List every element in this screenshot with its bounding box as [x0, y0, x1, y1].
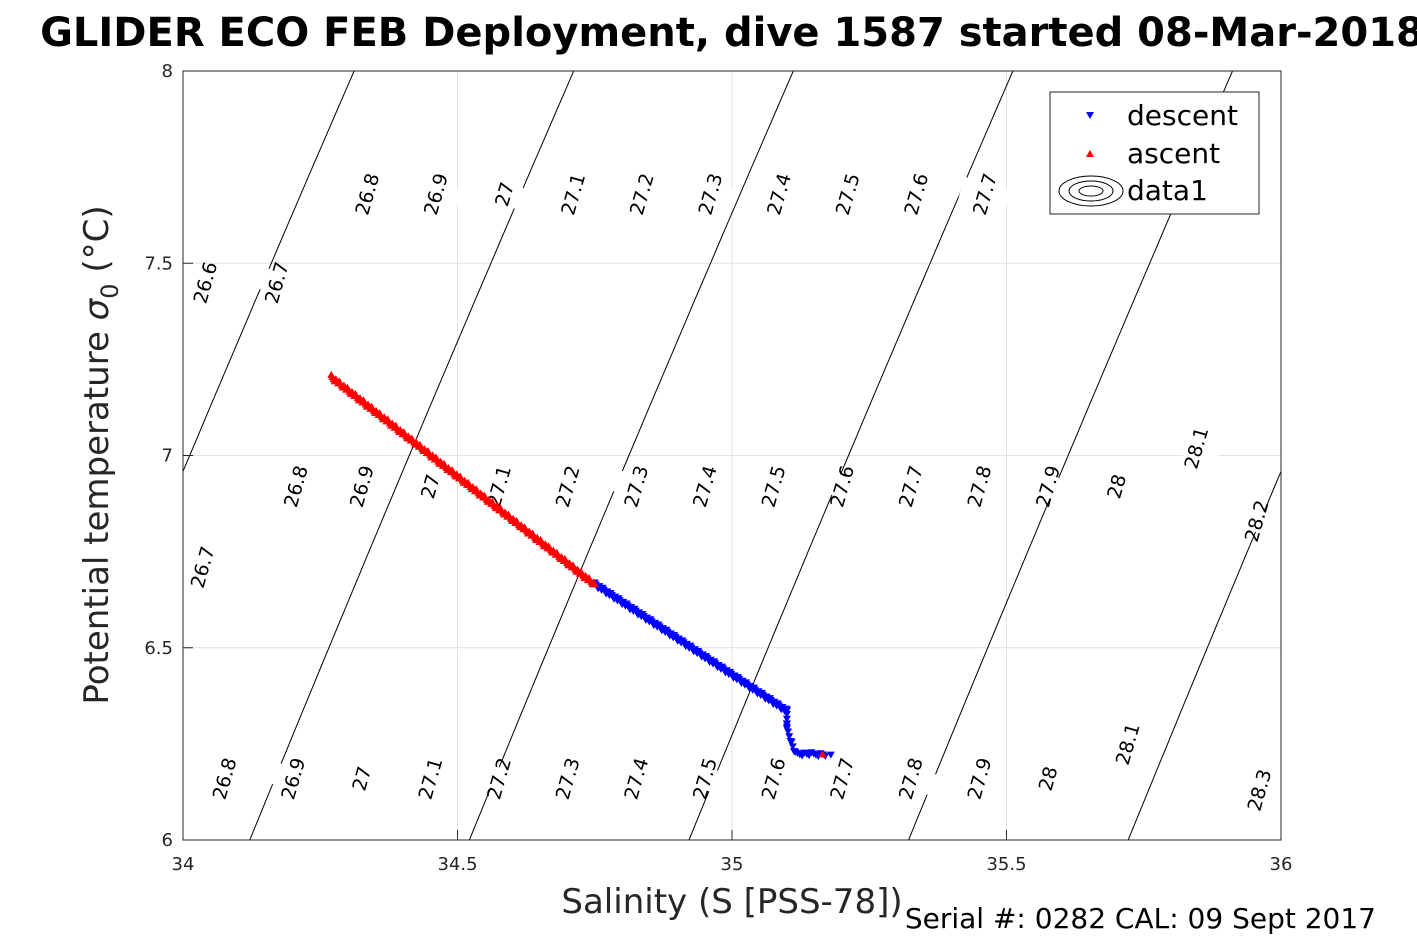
- isopycnal-label-backdrop: [884, 469, 937, 504]
- isopycnal-label-backdrop: [478, 176, 531, 212]
- legend-contour-icon: [1058, 175, 1124, 207]
- isopycnal-line: [1127, 470, 1281, 840]
- isopycnal-label-backdrop: [747, 469, 800, 504]
- legend-box: [1049, 91, 1260, 215]
- data-markers: [327, 370, 835, 761]
- isopycnal-label-backdrop: [472, 469, 525, 504]
- y-axis-label-sigma: σ: [77, 297, 117, 320]
- isopycnal-label-backdrop: [546, 176, 599, 212]
- isopycnal-label-backdrop: [815, 761, 868, 796]
- isopycnal-label-backdrop: [335, 469, 388, 504]
- isopycnal-label-backdrop: [752, 176, 805, 212]
- isopycnal-label-backdrop: [409, 176, 462, 212]
- descent-marker: [782, 706, 791, 714]
- isopycnal-label-backdrop: [889, 176, 943, 212]
- y-tick-label: 6.5: [144, 638, 173, 659]
- isopycnal-label-backdrop: [472, 761, 525, 796]
- y-tick-label: 7: [162, 446, 173, 467]
- isopycnal-label-backdrop: [541, 469, 594, 504]
- isopycnal-label-backdrop: [678, 469, 731, 504]
- legend: descent ascent data1: [1049, 91, 1260, 215]
- y-tick-label: 7.5: [144, 253, 173, 274]
- isopycnal-label-backdrop: [1101, 726, 1154, 762]
- descent-marker: [826, 751, 835, 759]
- isopycnal-label-backdrop: [1232, 772, 1286, 808]
- legend-ascent-label: ascent: [1127, 137, 1220, 170]
- isopycnal-label-backdrop: [952, 761, 1006, 796]
- descent-marker: [785, 733, 794, 741]
- isopycnal-label-backdrop: [1230, 503, 1283, 539]
- ascent-marker: [590, 580, 599, 588]
- descent-marker: [784, 728, 793, 736]
- x-tick-label: 36: [1270, 854, 1293, 875]
- descent-marker: [787, 738, 796, 746]
- isopycnal-label-backdrop: [609, 469, 663, 504]
- y-axis-label-subscript: 0: [96, 283, 124, 298]
- y-tick-label: 6: [162, 830, 173, 851]
- isopycnal-label-backdrop: [269, 469, 322, 504]
- isopycnal-line: [1332, 33, 1417, 879]
- isopycnal-label-backdrop: [683, 176, 737, 212]
- isopycnal-label-backdrop: [541, 761, 594, 796]
- descent-marker: [788, 743, 797, 751]
- isopycnal-label-backdrop: [403, 761, 457, 796]
- x-tick-label: 34: [172, 854, 195, 875]
- isopycnal-label-backdrop: [1021, 761, 1074, 796]
- y-axis-ticks: 6 6.5 7 7.5 8: [144, 61, 193, 851]
- isopycnal-label-backdrop: [815, 469, 868, 504]
- isopycnal-line: [468, 71, 794, 840]
- y-axis-label-main: Potential temperature: [77, 320, 117, 704]
- isopycnal-label-backdrop: [609, 761, 663, 796]
- isopycnal-line: [688, 71, 1014, 840]
- legend-ascent-marker: [1086, 150, 1094, 157]
- isopycnal-label-backdrop: [952, 469, 1006, 504]
- isopycnal-label-backdrop: [747, 761, 800, 796]
- legend-data1-label: data1: [1127, 174, 1208, 207]
- x-tick-label: 35.5: [986, 854, 1026, 875]
- isopycnal-label-backdrop: [403, 469, 457, 504]
- isopycnal-label-backdrop: [335, 761, 388, 796]
- y-axis-label-unit: (°C): [77, 205, 117, 283]
- isopycnal-label-backdrop: [1021, 469, 1074, 504]
- isopycnal-line: [249, 71, 575, 840]
- x-tick-label: 35: [721, 854, 744, 875]
- isopycnal-label-backdrop: [615, 176, 668, 212]
- isopycnal-label-backdrop: [178, 265, 232, 300]
- isopycnal-label-backdrop: [884, 761, 937, 796]
- legend-descent-marker: [1086, 112, 1094, 119]
- isopycnal-label-backdrop: [250, 265, 303, 300]
- legend-descent-label: descent: [1127, 99, 1238, 132]
- isopycnal-label-backdrop: [1169, 430, 1223, 465]
- y-axis-label: Potential temperature σ0 (°C): [77, 205, 124, 704]
- x-axis-ticks: 34 34.5 35 35.5 36: [172, 830, 1293, 875]
- isopycnal-label-backdrop: [176, 549, 229, 585]
- isopycnal-label-backdrop: [340, 176, 394, 212]
- descent-marker: [782, 715, 791, 723]
- ascent-marker: [818, 750, 827, 758]
- isopycnal-label-backdrop: [198, 761, 251, 796]
- isopycnal-label-backdrop: [821, 176, 874, 212]
- isopycnal-label-backdrop: [678, 761, 731, 796]
- x-axis-label: Salinity (S [PSS-78]): [561, 882, 902, 922]
- isopycnal-label-backdrop: [1090, 469, 1143, 504]
- serial-calibration-note: Serial #: 0282 CAL: 09 Sept 2017: [905, 902, 1376, 935]
- isopycnal-label-backdrop: [266, 761, 319, 796]
- descent-marker: [782, 723, 791, 731]
- isopycnal-label-backdrop: [958, 176, 1011, 212]
- x-tick-label: 34.5: [437, 854, 477, 875]
- chart-title: GLIDER ECO FEB Deployment, dive 1587 sta…: [40, 10, 1417, 56]
- descent-marker: [782, 711, 791, 719]
- y-tick-label: 8: [162, 61, 173, 82]
